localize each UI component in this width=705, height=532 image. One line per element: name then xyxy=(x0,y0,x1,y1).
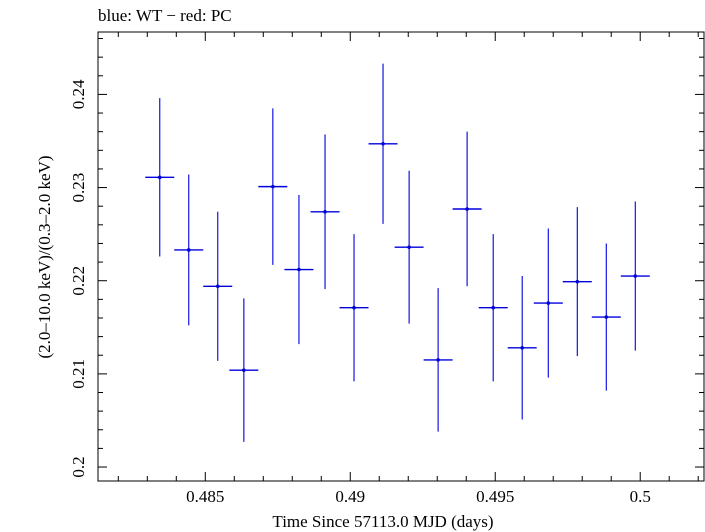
data-point xyxy=(533,228,563,378)
point-marker xyxy=(633,274,638,278)
plot-frame xyxy=(97,31,705,482)
chart-title: blue: WT − red: PC xyxy=(98,6,232,25)
x-axis-label: Time Since 57113.0 MJD (days) xyxy=(272,512,493,531)
x-tick-label: 0.49 xyxy=(335,487,365,506)
data-point xyxy=(591,243,621,391)
y-axis-label: (2.0–10.0 keV)/(0.3–2.0 keV) xyxy=(35,155,54,358)
point-marker xyxy=(407,245,411,249)
y-tick-label: 0.22 xyxy=(69,266,88,296)
point-marker xyxy=(297,267,301,272)
point-marker xyxy=(575,279,580,284)
data-point xyxy=(478,234,508,382)
data-point xyxy=(368,63,398,224)
data-point xyxy=(423,288,453,432)
data-point xyxy=(394,170,424,324)
data-point xyxy=(203,211,233,361)
point-marker xyxy=(465,207,469,211)
x-tick-label: 0.5 xyxy=(630,487,651,506)
point-marker xyxy=(215,284,220,289)
point-marker xyxy=(271,184,275,189)
y-tick-label: 0.24 xyxy=(69,79,88,109)
y-tick-label: 0.21 xyxy=(69,359,88,389)
data-point xyxy=(284,195,314,345)
point-marker xyxy=(604,315,609,319)
point-marker xyxy=(186,248,191,252)
y-axis-ticks: 0.2 0.21 0.22 0.23 0.24 xyxy=(69,38,704,478)
data-point xyxy=(507,276,537,420)
data-point xyxy=(145,98,175,257)
data-point xyxy=(310,134,340,290)
x-tick-label: 0.485 xyxy=(186,487,224,506)
data-point xyxy=(452,131,482,287)
point-marker xyxy=(323,209,327,214)
data-point xyxy=(620,201,650,351)
data-point xyxy=(174,174,204,326)
point-marker xyxy=(352,305,356,310)
data-point xyxy=(229,298,259,442)
data-point xyxy=(562,207,592,357)
point-marker xyxy=(242,368,246,372)
x-axis-ticks: 0.485 0.49 0.495 0.5 xyxy=(117,32,699,506)
point-marker xyxy=(157,175,162,180)
data-point xyxy=(258,108,288,265)
y-tick-label: 0.23 xyxy=(69,173,88,203)
data-points xyxy=(145,63,650,442)
point-marker xyxy=(491,305,496,310)
x-tick-label: 0.495 xyxy=(476,487,514,506)
point-marker xyxy=(546,301,551,305)
y-tick-label: 0.2 xyxy=(69,456,88,477)
point-marker xyxy=(436,358,440,362)
point-marker xyxy=(520,345,524,350)
point-marker xyxy=(381,141,385,146)
data-point xyxy=(339,234,369,382)
